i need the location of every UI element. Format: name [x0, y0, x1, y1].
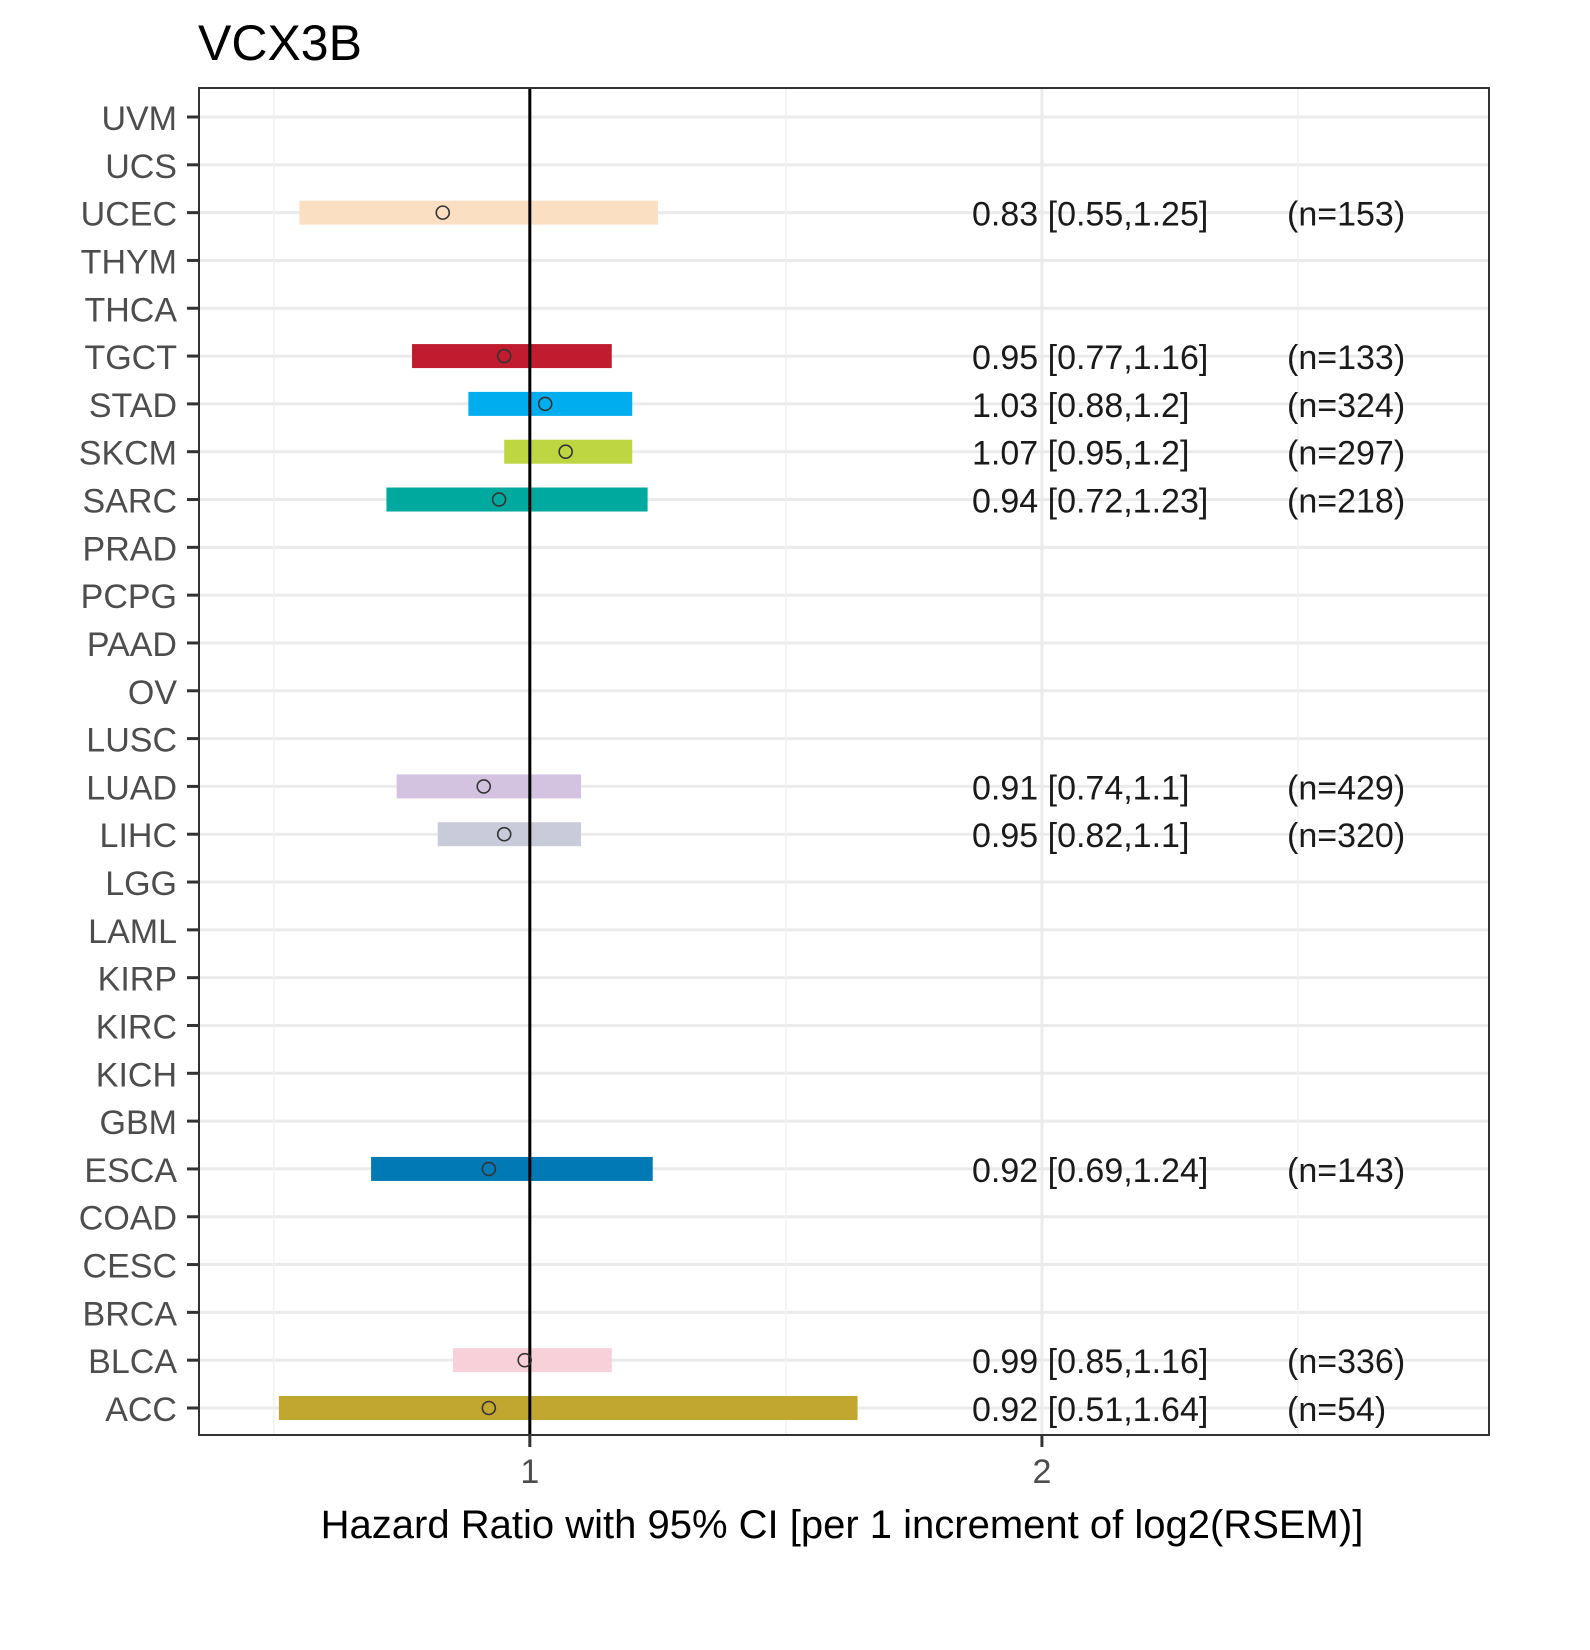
y-tick-label: LIHC [100, 817, 177, 855]
hr-point-acc [481, 1400, 497, 1416]
y-tick-label: THYM [81, 243, 177, 281]
sample-size-label: (n=54) [1287, 1391, 1386, 1429]
x-tick-label: 1 [520, 1453, 539, 1491]
ci-bar-esca [371, 1156, 653, 1181]
hr-ci-label: 0.83 [0.55,1.25] [972, 196, 1208, 234]
hr-ci-label: 0.99 [0.85,1.16] [972, 1343, 1208, 1381]
ci-bar-luad [396, 774, 582, 799]
y-tick-label: KICH [96, 1056, 177, 1094]
sample-size-label: (n=153) [1287, 196, 1405, 234]
hr-point-sarc [491, 492, 507, 507]
y-tick-label: CESC [83, 1248, 177, 1286]
y-tick-label: PRAD [83, 530, 177, 568]
hr-ci-label: 1.03 [0.88,1.2] [972, 387, 1189, 425]
hr-ci-label: 0.95 [0.82,1.1] [972, 817, 1189, 855]
ci-bar-lihc [437, 822, 582, 847]
hr-point-blca [517, 1352, 533, 1368]
y-tick-label: GBM [100, 1104, 177, 1142]
hr-point-lihc [496, 826, 512, 842]
hr-point-luad [476, 779, 492, 794]
y-tick-label: THCA [84, 291, 177, 329]
y-tick-label: KIRC [96, 1008, 177, 1046]
ci-bar-skcm [504, 439, 633, 464]
y-tick-label: LGG [105, 865, 177, 903]
sample-size-label: (n=320) [1287, 817, 1405, 855]
ci-bar-tgct [412, 344, 612, 369]
y-tick-label: OV [128, 674, 177, 712]
y-tick-label: ACC [105, 1391, 177, 1429]
y-tick-label: LAML [88, 913, 177, 951]
y-tick-label: COAD [79, 1200, 177, 1238]
y-tick-label: SARC [83, 483, 177, 521]
hr-ci-label: 0.95 [0.77,1.16] [972, 339, 1208, 377]
ci-bar-ucec [299, 200, 658, 225]
y-tick-label: BLCA [88, 1343, 177, 1381]
sample-size-label: (n=218) [1287, 483, 1405, 521]
hr-point-stad [537, 396, 553, 412]
hr-point-skcm [558, 444, 573, 460]
ci-bar-stad [468, 391, 633, 416]
hr-point-esca [481, 1161, 497, 1177]
ci-bar-acc [278, 1396, 858, 1420]
sample-size-label: (n=336) [1287, 1343, 1405, 1381]
sample-size-label: (n=429) [1287, 769, 1405, 807]
y-tick-label: KIRP [98, 961, 177, 999]
y-tick-label: SKCM [79, 435, 177, 473]
sample-size-label: (n=324) [1287, 387, 1405, 425]
ci-bar-sarc [386, 487, 648, 512]
sample-size-label: (n=133) [1287, 339, 1405, 377]
y-tick-label: LUAD [86, 769, 177, 807]
hr-point-ucec [435, 205, 451, 220]
y-tick-label: PAAD [87, 626, 177, 664]
hr-ci-label: 0.94 [0.72,1.23] [972, 483, 1208, 521]
ci-bar-blca [453, 1348, 612, 1373]
sample-size-label: (n=143) [1287, 1152, 1405, 1190]
x-axis-label: Hazard Ratio with 95% CI [per 1 incremen… [321, 1503, 1364, 1547]
y-tick-label: BRCA [83, 1295, 178, 1333]
y-tick-label: UCEC [81, 196, 177, 234]
y-tick-label: LUSC [86, 722, 177, 760]
hr-ci-label: 0.91 [0.74,1.1] [972, 769, 1189, 807]
y-tick-label: STAD [89, 387, 177, 425]
y-tick-label: TGCT [84, 339, 177, 377]
y-tick-label: PCPG [81, 578, 177, 616]
hr-ci-label: 0.92 [0.69,1.24] [972, 1152, 1208, 1190]
y-tick-label: ESCA [84, 1152, 177, 1190]
chart-title: VCX3B [198, 15, 362, 71]
y-tick-label: UCS [105, 148, 177, 186]
plot-border [198, 87, 1490, 1436]
y-tick-label: UVM [101, 100, 177, 138]
x-tick-label: 2 [1032, 1453, 1051, 1491]
hr-ci-label: 1.07 [0.95,1.2] [972, 435, 1189, 473]
hr-ci-label: 0.92 [0.51,1.64] [972, 1391, 1208, 1429]
sample-size-label: (n=297) [1287, 435, 1405, 473]
hr-point-tgct [496, 348, 512, 364]
